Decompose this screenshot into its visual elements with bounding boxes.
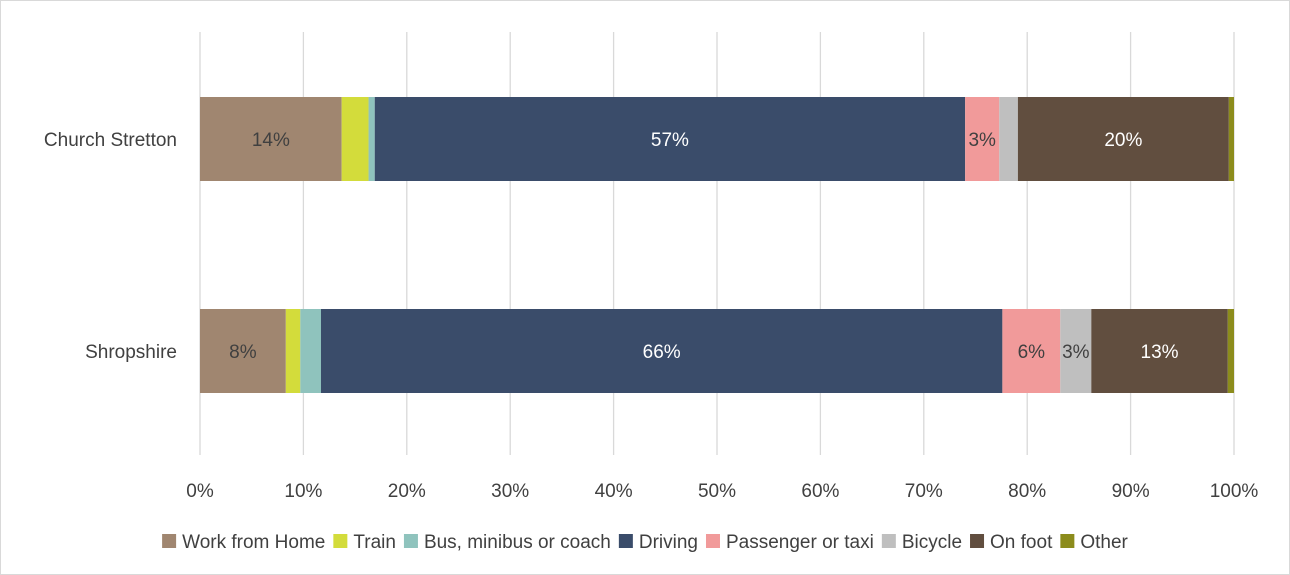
legend-item-bicycle: Bicycle [881, 532, 962, 553]
bar-segment-other [1227, 309, 1234, 393]
legend-item-other: Other [1060, 532, 1129, 553]
data-label: 3% [1062, 342, 1090, 363]
legend-swatch [618, 534, 633, 548]
category-labels: Church Stretton Shropshire [44, 130, 177, 363]
legend-item-work-from-home: Work from Home [162, 532, 325, 553]
data-label: 66% [643, 342, 681, 363]
x-tick-label: 50% [698, 481, 736, 502]
legend-label: Passenger or taxi [726, 532, 874, 553]
legend-swatch [403, 534, 418, 548]
data-label: 57% [651, 130, 689, 151]
x-tick-label: 90% [1112, 481, 1150, 502]
data-label: 6% [1018, 342, 1046, 363]
x-tick-label: 20% [388, 481, 426, 502]
legend-swatch [333, 534, 348, 548]
legend: Work from Home Train Bus, minibus or coach… [162, 532, 1129, 553]
legend-label: Driving [639, 532, 698, 553]
x-tick-label: 0% [186, 481, 214, 502]
bar-segment-driving [320, 309, 1003, 393]
x-axis-tick-labels: 0% 10% 20% 30% 40% 50% 60% 70% 80% 90% 100% [186, 481, 1258, 502]
data-label: 20% [1104, 130, 1142, 151]
bar-segment-other [1228, 97, 1234, 181]
legend-item-passenger-or-taxi: Passenger or taxi [705, 532, 874, 553]
category-label: Shropshire [85, 342, 177, 363]
bar-segment-work-from-home [200, 97, 342, 181]
x-tick-label: 70% [905, 481, 943, 502]
legend-item-driving: Driving [618, 532, 698, 553]
data-label: 3% [968, 130, 996, 151]
bar-segment-on-foot [1091, 309, 1228, 393]
legend-label: Other [1080, 532, 1128, 553]
bar-segment-on-foot [1017, 97, 1229, 181]
x-tick-label: 80% [1008, 481, 1046, 502]
data-label: 14% [252, 130, 290, 151]
bar-segment-bicycle [999, 97, 1018, 181]
bar-segment-train [285, 309, 301, 393]
legend-label: Bicycle [902, 532, 962, 553]
data-labels: 14% 57% 3% 20% 8% 66% 6% 3% 13% [229, 130, 1178, 363]
bar-segment-bicycle [1060, 309, 1092, 393]
legend-item-on-foot: On foot [970, 532, 1053, 553]
category-label: Church Stretton [44, 130, 177, 151]
bar-segment-passenger-or-taxi [1002, 309, 1061, 393]
x-tick-label: 100% [1210, 481, 1259, 502]
data-label: 13% [1141, 342, 1179, 363]
bars [200, 97, 1234, 393]
bar-segment-bus-minibus-or-coach [300, 309, 321, 393]
x-tick-label: 30% [491, 481, 529, 502]
x-tick-label: 60% [801, 481, 839, 502]
legend-label: On foot [990, 532, 1053, 553]
legend-label: Train [353, 532, 396, 553]
legend-item-bus-minibus-or-coach: Bus, minibus or coach [403, 532, 611, 553]
x-tick-label: 40% [595, 481, 633, 502]
bar-segment-work-from-home [200, 309, 286, 393]
bar-segment-driving [374, 97, 966, 181]
legend-swatch [705, 534, 720, 548]
legend-swatch [1060, 534, 1075, 548]
legend-swatch [881, 534, 896, 548]
bar-segment-train [341, 97, 369, 181]
legend-item-train: Train [333, 532, 396, 553]
legend-swatch [162, 534, 177, 548]
legend-swatch [970, 534, 985, 548]
legend-label: Bus, minibus or coach [424, 532, 611, 553]
bar-segment-bus-minibus-or-coach [368, 97, 375, 181]
legend-label: Work from Home [182, 532, 325, 553]
data-label: 8% [229, 342, 257, 363]
x-tick-label: 10% [284, 481, 322, 502]
bar-segment-passenger-or-taxi [965, 97, 1000, 181]
